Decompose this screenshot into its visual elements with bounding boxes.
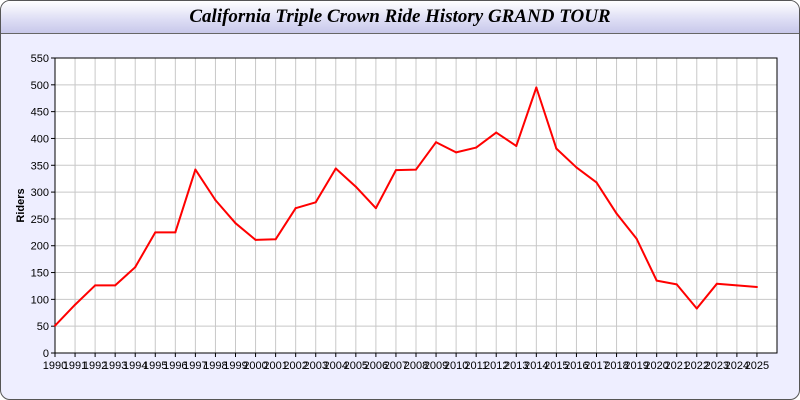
data-point (595, 181, 598, 184)
x-tick-label: 2006 (364, 360, 388, 372)
data-point (735, 284, 738, 287)
data-point (695, 307, 698, 310)
x-tick-label: 1990 (43, 360, 67, 372)
data-point (134, 266, 137, 269)
x-tick-label: 2005 (344, 360, 368, 372)
data-point (294, 207, 297, 210)
x-tick-label: 1995 (143, 360, 167, 372)
x-tick-label: 2023 (705, 360, 729, 372)
x-tick-label: 2003 (303, 360, 327, 372)
data-point (314, 201, 317, 204)
series-line (54, 86, 758, 327)
x-tick-label: 2007 (384, 360, 408, 372)
x-tick-label: 2015 (544, 360, 568, 372)
x-tick-label: 2020 (644, 360, 668, 372)
x-tick-label: 2008 (404, 360, 428, 372)
data-point (475, 146, 478, 149)
data-point (194, 168, 197, 171)
data-point (334, 167, 337, 170)
x-tick-label: 2000 (243, 360, 267, 372)
x-tick-label: 1994 (123, 360, 147, 372)
x-tick-label: 2019 (624, 360, 648, 372)
data-point (174, 231, 177, 234)
x-tick-label: 2013 (504, 360, 528, 372)
x-tick-label: 2012 (484, 360, 508, 372)
y-tick-label: 300 (31, 187, 49, 199)
data-point (74, 303, 77, 306)
data-point (755, 286, 758, 289)
x-tick-label: 2009 (424, 360, 448, 372)
x-tick-label: 2011 (464, 360, 488, 372)
data-point (635, 237, 638, 240)
x-tick-label: 2024 (725, 360, 749, 372)
data-point (495, 131, 498, 134)
data-point (555, 147, 558, 150)
x-tick-label: 2004 (324, 360, 348, 372)
x-tick-label: 2017 (584, 360, 608, 372)
title-bar: California Triple Crown Ride History GRA… (1, 1, 799, 34)
y-tick-label: 100 (31, 294, 49, 306)
chart-title: California Triple Crown Ride History GRA… (189, 6, 611, 27)
x-tick-label: 2021 (664, 360, 688, 372)
data-point (114, 284, 117, 287)
data-point (655, 279, 658, 282)
data-point (154, 231, 157, 234)
y-tick-label: 200 (31, 241, 49, 253)
x-tick-label: 1999 (223, 360, 247, 372)
y-tick-label: 350 (31, 160, 49, 172)
data-point (374, 207, 377, 210)
data-point (214, 199, 217, 202)
x-tick-label: 2025 (745, 360, 769, 372)
x-tick-label: 2010 (444, 360, 468, 372)
data-point (394, 169, 397, 172)
y-axis-label: Riders (15, 188, 27, 222)
y-tick-label: 150 (31, 268, 49, 280)
data-point (435, 141, 438, 144)
x-tick-label: 1991 (63, 360, 87, 372)
data-point (234, 222, 237, 225)
data-point (715, 282, 718, 285)
x-tick-label: 2001 (263, 360, 287, 372)
data-point (575, 166, 578, 169)
y-tick-label: 400 (31, 133, 49, 145)
x-tick-label: 1998 (203, 360, 227, 372)
x-tick-label: 1996 (163, 360, 187, 372)
data-point (515, 144, 518, 147)
data-point (535, 86, 538, 89)
x-tick-label: 1993 (103, 360, 127, 372)
x-tick-label: 2016 (564, 360, 588, 372)
y-tick-label: 550 (31, 53, 49, 65)
x-tick-label: 2022 (685, 360, 709, 372)
y-tick-label: 250 (31, 214, 49, 226)
data-point (354, 185, 357, 188)
x-tick-label: 2018 (604, 360, 628, 372)
data-point (54, 324, 56, 327)
y-tick-label: 0 (43, 348, 49, 360)
x-tick-label: 1997 (183, 360, 207, 372)
data-point (455, 151, 458, 154)
data-point (615, 212, 618, 215)
data-point (274, 238, 277, 241)
data-point (94, 284, 97, 287)
data-point (254, 238, 257, 241)
x-tick-label: 2014 (524, 360, 548, 372)
data-point (675, 283, 678, 286)
y-tick-label: 50 (37, 321, 49, 333)
x-tick-label: 2002 (283, 360, 307, 372)
x-tick-label: 1992 (83, 360, 107, 372)
y-tick-label: 450 (31, 107, 49, 119)
data-point (415, 168, 417, 171)
y-tick-label: 500 (31, 80, 49, 92)
